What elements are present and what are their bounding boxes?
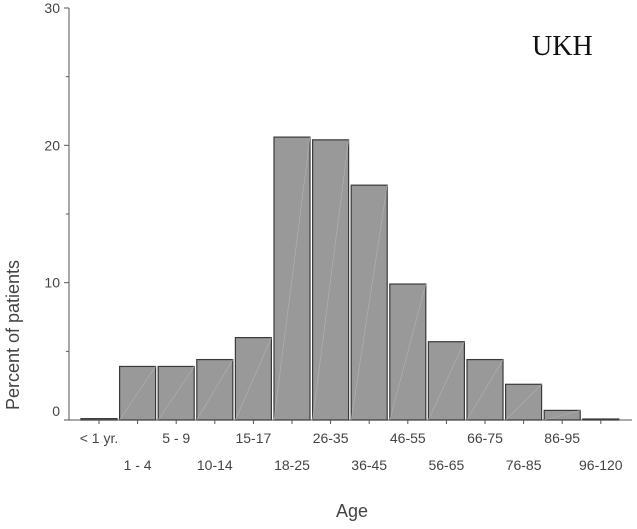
y-tick-label: 10: [44, 275, 60, 291]
plot-frame: [68, 8, 632, 421]
x-tick-label: 36-45: [351, 457, 387, 473]
x-tick-label: 96-120: [579, 457, 623, 473]
bar-texture-line: [119, 366, 156, 421]
bar-texture-line: [350, 185, 388, 421]
x-tick-label: 46-55: [390, 430, 426, 446]
x-tick-label: 66-75: [467, 430, 503, 446]
bar-texture-line: [273, 137, 311, 421]
x-tick-label: 56-65: [428, 457, 464, 473]
x-tick-label: 1 - 4: [124, 457, 152, 473]
bar-texture-line: [466, 359, 504, 421]
bar-texture-line: [389, 283, 427, 421]
x-tick-label: 26-35: [313, 430, 349, 446]
x-axis-ticks: < 1 yr. 1 - 4 5 - 9 10-1415-1718-2526-3536-…: [80, 420, 623, 473]
x-tick-label: 18-25: [274, 457, 310, 473]
bar-texture-line: [505, 384, 542, 421]
x-tick-label: 10-14: [197, 457, 233, 473]
x-tick-label: < 1 yr.: [80, 430, 119, 446]
bar-texture-line: [312, 139, 349, 421]
bar-texture-line: [428, 341, 465, 421]
bar: [582, 418, 620, 421]
y-tick-label: 30: [44, 0, 60, 16]
x-tick-label: 76-85: [506, 457, 542, 473]
bar-texture-line: [157, 366, 195, 421]
x-tick-label: 5 - 9: [162, 430, 190, 446]
x-tick-label: 15-17: [235, 430, 271, 446]
bar-texture-line: [235, 337, 272, 421]
y-tick-label: 20: [44, 137, 60, 153]
x-tick-label: 86-95: [544, 430, 580, 446]
y-tick-label: 0: [52, 403, 60, 419]
bar: [80, 418, 118, 421]
chart-annotation: UKH: [532, 31, 593, 62]
y-axis-ticks: 0 10 20 30: [44, 0, 69, 421]
x-axis-title: Age: [336, 501, 368, 521]
y-axis-title: Percent of patients: [3, 260, 23, 410]
bar-texture-line: [196, 359, 234, 421]
bar-texture-line: [544, 410, 581, 421]
bars: [80, 136, 620, 421]
